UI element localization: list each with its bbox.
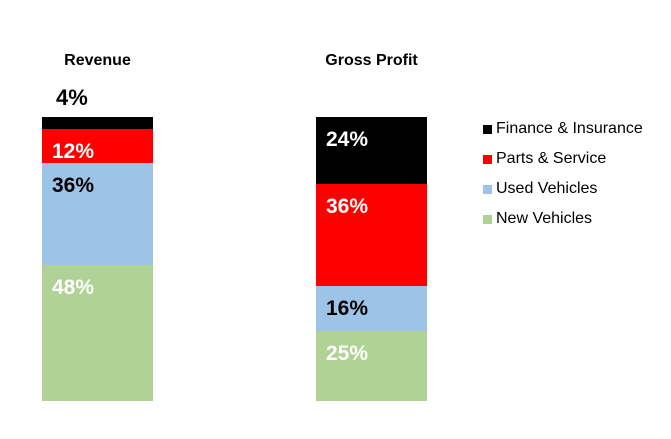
chart-legend: Finance & Insurance Parts & Service Used V… [483, 114, 643, 234]
column-title-gross-profit: Gross Profit [325, 52, 418, 69]
legend-swatch-new-vehicles-icon [483, 214, 492, 224]
legend-label-finance-insurance: Finance & Insurance [496, 120, 643, 137]
segment-label-parts-service: 12% [52, 140, 95, 163]
chart-column-revenue: Revenue 4% 12% 36% 48% [42, 0, 153, 439]
bar-segment-finance-insurance [42, 117, 153, 129]
segment-label-used-vehicles: 36% [52, 174, 95, 198]
stacked-bar-revenue: 12% 36% 48% [42, 117, 153, 401]
bar-segment-new-vehicles: 48% [42, 265, 153, 401]
segment-label-new-vehicles: 48% [52, 276, 95, 300]
segment-label-new-vehicles: 25% [326, 341, 369, 365]
outside-segment-label-finance-insurance: 4% [56, 85, 88, 110]
segment-label-finance-insurance: 24% [326, 128, 369, 151]
legend-label-new-vehicles: New Vehicles [496, 210, 593, 227]
legend-item-new-vehicles: New Vehicles [483, 204, 643, 234]
legend-item-finance-insurance: Finance & Insurance [483, 114, 643, 144]
bar-segment-parts-service: 36% [316, 184, 427, 286]
segment-label-parts-service: 36% [326, 195, 369, 219]
legend-swatch-parts-service-icon [483, 154, 492, 164]
segment-label-used-vehicles: 16% [326, 296, 369, 320]
bar-segment-new-vehicles: 25% [316, 330, 427, 401]
bar-segment-finance-insurance: 24% [316, 117, 427, 185]
legend-label-used-vehicles: Used Vehicles [496, 180, 598, 197]
legend-item-used-vehicles: Used Vehicles [483, 174, 643, 204]
legend-label-parts-service: Parts & Service [496, 150, 607, 167]
legend-swatch-finance-insurance-icon [483, 124, 492, 134]
bar-segment-used-vehicles: 16% [316, 285, 427, 331]
bar-segment-parts-service: 12% [42, 129, 153, 164]
legend-swatch-used-vehicles-icon [483, 184, 492, 194]
chart-column-gross-profit: Gross Profit 24% 36% 16% 25% [316, 0, 427, 439]
column-title-revenue: Revenue [64, 52, 131, 69]
stacked-bar-gross-profit: 24% 36% 16% 25% [316, 117, 427, 401]
legend-item-parts-service: Parts & Service [483, 144, 643, 174]
bar-segment-used-vehicles: 36% [42, 163, 153, 266]
